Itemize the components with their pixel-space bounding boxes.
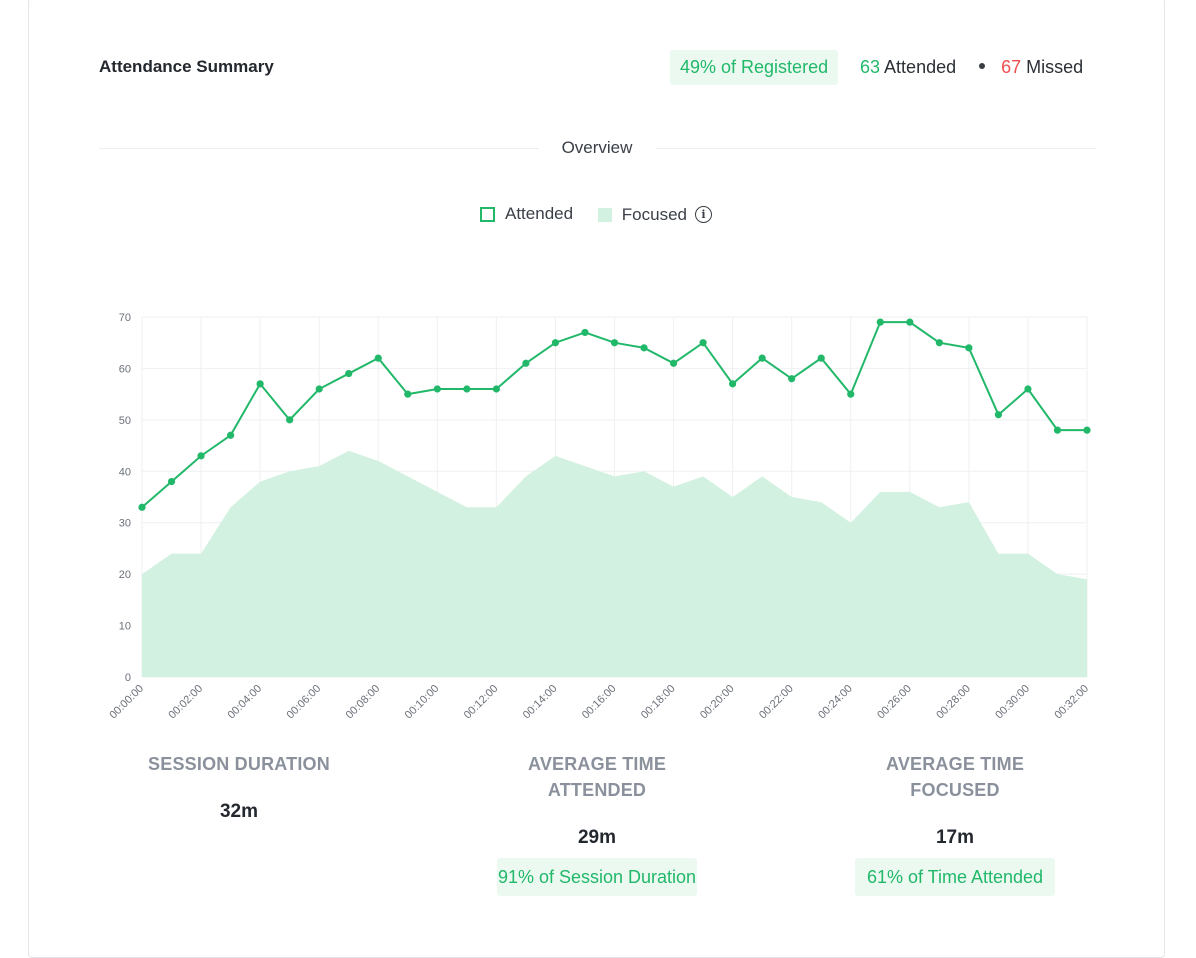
registered-badge: 49% of Registered (670, 50, 839, 85)
x-tick-label: 00:24:00 (816, 683, 855, 722)
x-tick-label: 00:20:00 (698, 683, 737, 722)
attended-point (551, 339, 560, 347)
attended-point (374, 354, 382, 362)
divider-left (99, 148, 539, 149)
attended-point (256, 380, 264, 388)
attended-point (699, 339, 707, 347)
y-tick-label: 30 (119, 518, 131, 530)
x-tick-label: 00:08:00 (344, 683, 383, 722)
attended-point (167, 477, 176, 486)
attended-point (994, 411, 1003, 419)
missed-label: Missed (1026, 57, 1084, 77)
legend-label-focused: Focused (621, 204, 687, 224)
y-tick-label: 40 (119, 466, 131, 478)
x-tick-label: 00:06:00 (285, 683, 324, 722)
attended-point (1053, 426, 1062, 434)
x-tick-label: 00:22:00 (757, 683, 796, 722)
attended-point (345, 369, 353, 378)
attended-point (610, 339, 619, 347)
chart-legend: Attended Focused i (480, 204, 732, 227)
stat-badge-session-duration: 91% of Session Duration (497, 858, 697, 896)
stat-label-average-time-focused: AVERAGE TIME FOCUSED (885, 754, 1025, 800)
x-tick-label: 00:30:00 (993, 683, 1032, 722)
attended-point (640, 344, 648, 352)
attended-point (226, 431, 235, 439)
attended-point (492, 385, 500, 393)
x-tick-label: 00:02:00 (166, 683, 205, 722)
info-icon[interactable]: i (695, 206, 712, 223)
stat-value-average-time-attended: 29m (577, 827, 617, 848)
attended-point (581, 328, 589, 337)
stat-value-average-time-focused: 17m (935, 827, 975, 848)
attended-point (197, 452, 205, 460)
x-tick-label: 00:18:00 (639, 683, 678, 722)
x-tick-label: 00:12:00 (462, 683, 501, 722)
missed-count: 67 (1001, 57, 1022, 77)
divider-right (656, 148, 1096, 149)
attended-point (1083, 426, 1091, 434)
attended-point (404, 390, 412, 398)
legend-swatch-attended (480, 206, 495, 222)
x-tick-label: 00:14:00 (521, 683, 560, 722)
attended-point (463, 385, 471, 393)
x-tick-label: 00:04:00 (225, 683, 264, 722)
attended-point (433, 385, 441, 393)
attended-point (847, 390, 855, 398)
x-tick-label: 00:28:00 (934, 683, 973, 722)
attended-point (906, 318, 914, 326)
attended-point (1024, 385, 1032, 393)
stat-label-average-time-attended: AVERAGE TIME ATTENDED (527, 754, 667, 800)
attended-point (758, 354, 766, 362)
stat-label-session-duration: SESSION DURATION (148, 754, 330, 774)
attended-label: Attended (884, 57, 957, 77)
x-tick-label: 00:16:00 (580, 683, 619, 722)
y-tick-label: 20 (119, 569, 131, 581)
x-tick-label: 00:32:00 (1052, 683, 1091, 722)
x-tick-label: 00:26:00 (875, 683, 914, 722)
attended-point (788, 375, 796, 383)
x-tick-label: 00:10:00 (403, 683, 442, 722)
legend-label-attended: Attended (505, 204, 574, 223)
attended-point (315, 385, 323, 393)
overview-label: Overview (561, 138, 633, 157)
attended-point (935, 339, 943, 347)
attended-count: 63 (860, 57, 881, 77)
attended-point (876, 318, 884, 326)
attended-point (286, 416, 294, 424)
y-tick-label: 70 (119, 312, 131, 324)
y-tick-label: 10 (119, 621, 131, 633)
focused-area (142, 450, 1087, 677)
attended-point (817, 354, 825, 362)
y-tick-label: 50 (119, 415, 131, 427)
legend-item-focused[interactable]: Focused i (597, 204, 712, 225)
card-title: Attendance Summary (99, 57, 274, 76)
stat-value-session-duration: 32m (219, 801, 259, 822)
attended-point (669, 359, 678, 367)
x-tick-label: 00:00:00 (107, 683, 146, 722)
attended-point (965, 344, 973, 352)
attended-point (522, 359, 530, 367)
attended-point (138, 503, 146, 511)
y-tick-label: 0 (125, 672, 131, 684)
separator-dot (979, 63, 986, 70)
y-tick-label: 60 (119, 363, 131, 375)
attended-point (729, 380, 737, 388)
stat-badge-time-attended: 61% of Time Attended (855, 858, 1055, 896)
attendance-counts: 63 Attended 67 Missed (860, 57, 1083, 78)
legend-item-attended[interactable]: Attended (480, 204, 573, 224)
legend-swatch-focused (597, 207, 612, 222)
